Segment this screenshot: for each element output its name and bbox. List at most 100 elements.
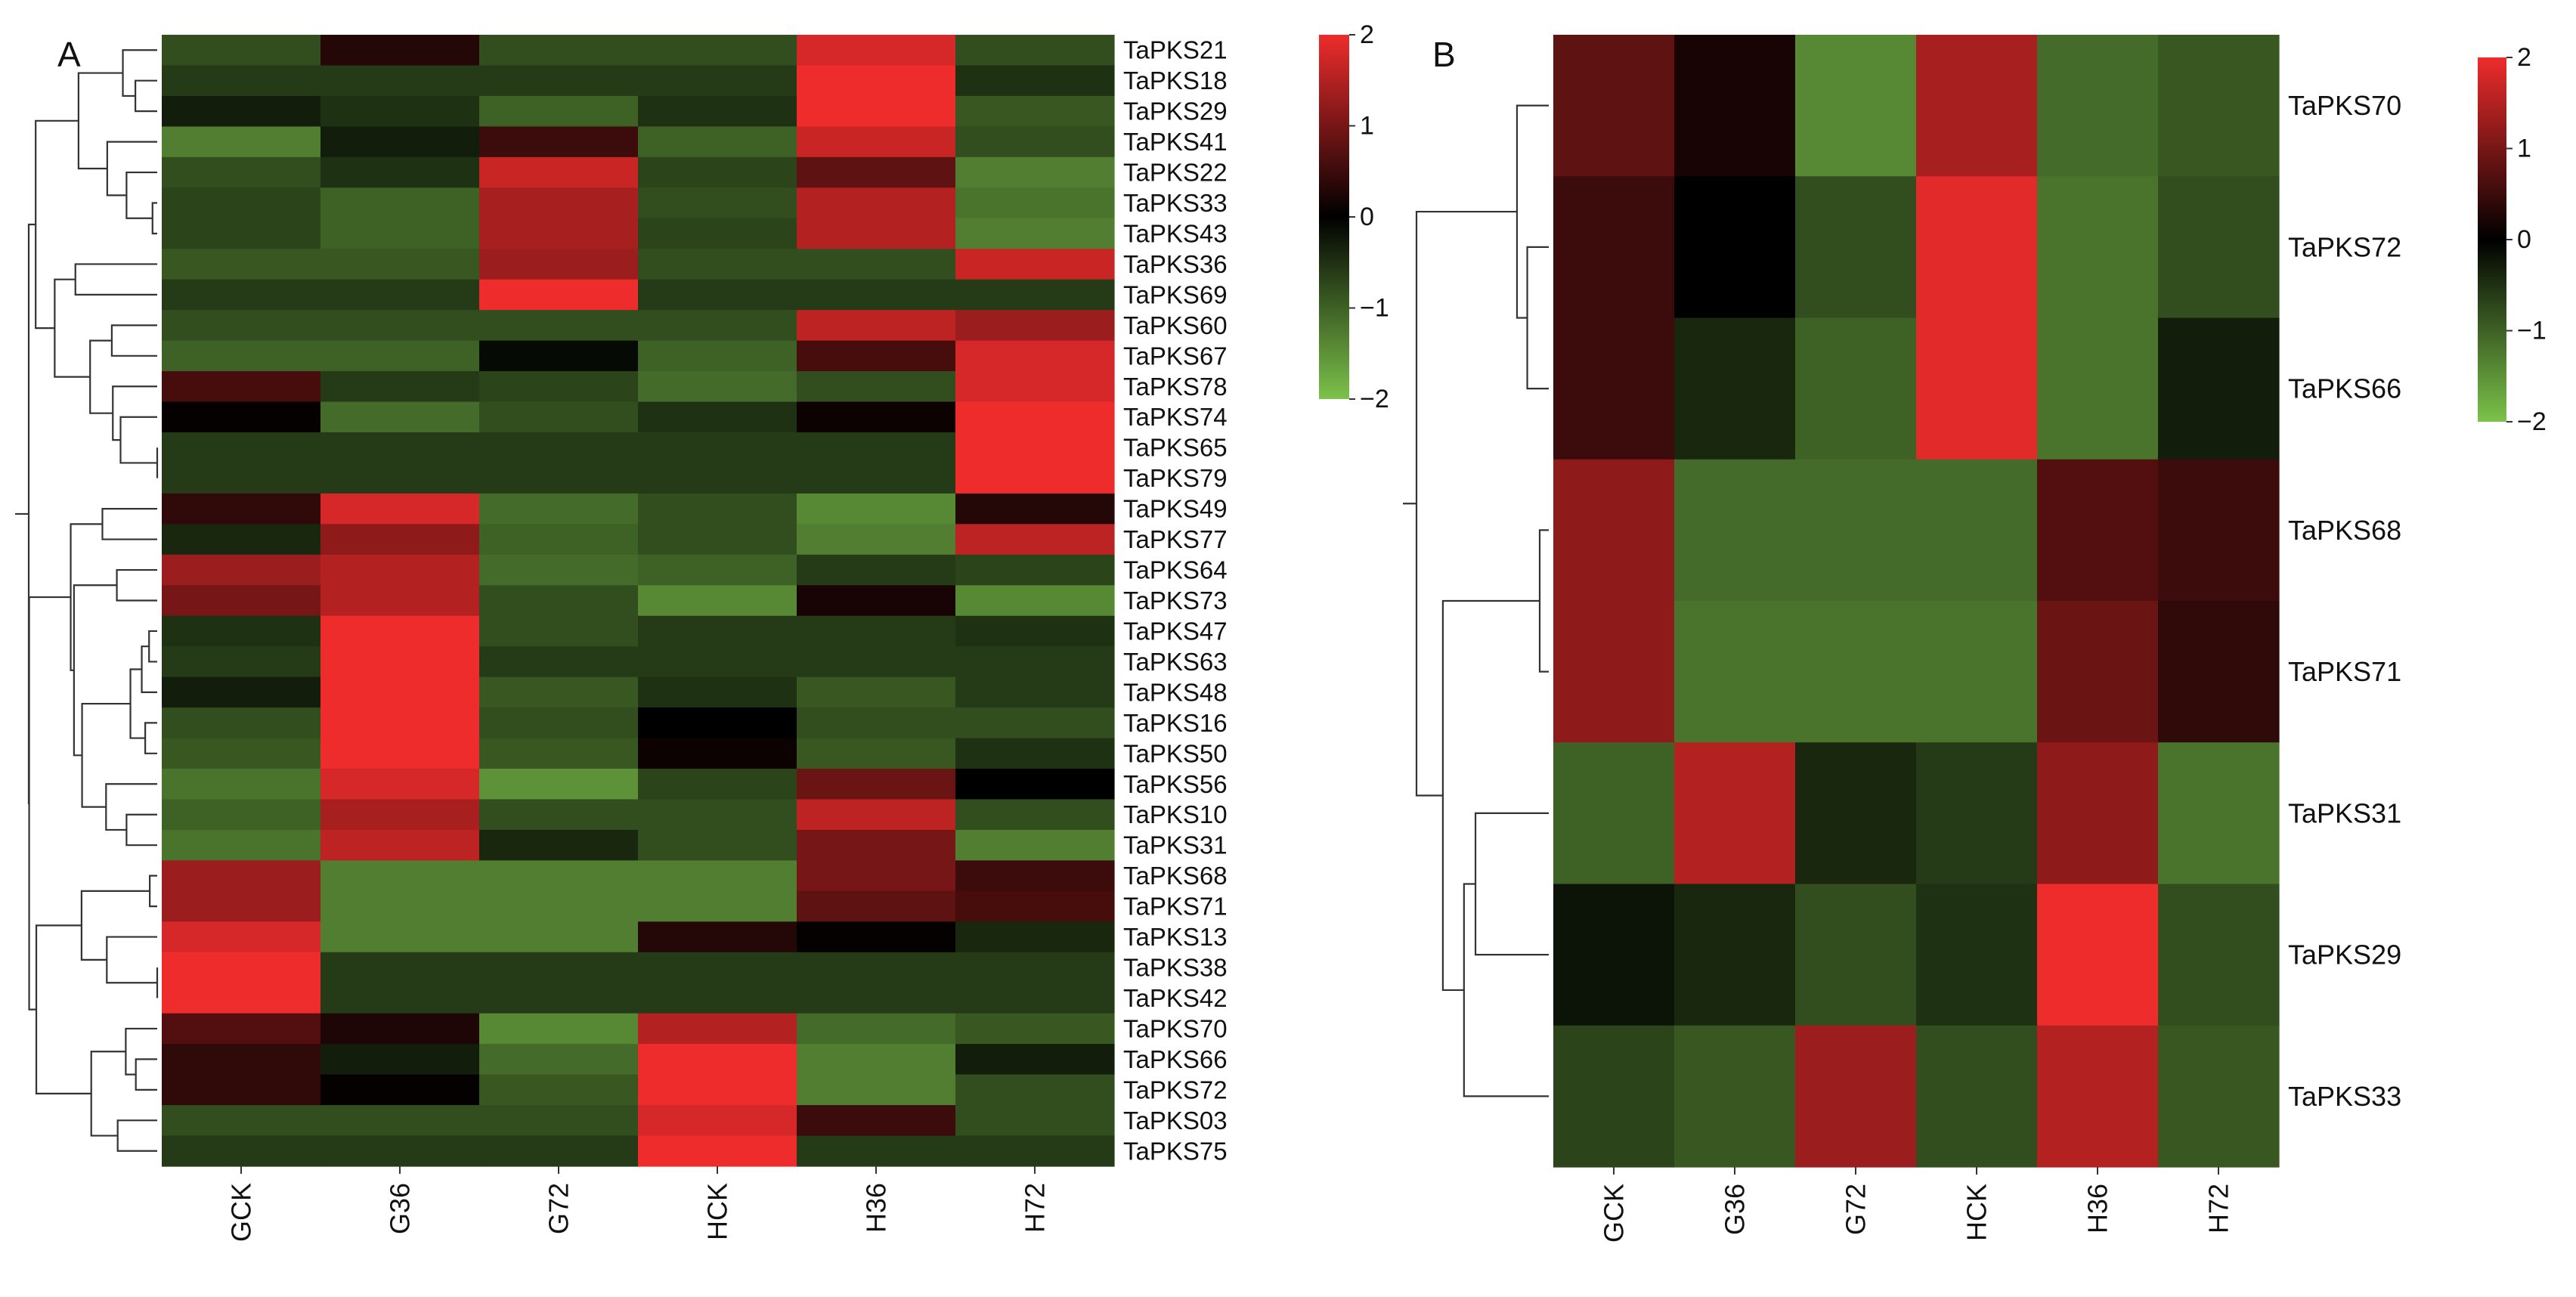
heatmap-cell	[955, 35, 1115, 67]
colorbar-tick-label: 0	[1360, 203, 1374, 231]
column-label: HCK	[702, 1183, 733, 1240]
heatmap-cell	[955, 769, 1115, 800]
heatmap-cell	[955, 799, 1115, 831]
heatmap-cell	[320, 769, 480, 800]
heatmap-cell	[955, 401, 1115, 433]
heatmap-cell	[162, 310, 321, 342]
heatmap-cell	[162, 1135, 321, 1167]
row-label: TaPKS74	[1123, 403, 1228, 431]
heatmap-cell	[955, 890, 1115, 922]
row-label: TaPKS72	[2288, 231, 2401, 262]
heatmap-cell	[162, 860, 321, 892]
heatmap-cell	[955, 371, 1115, 403]
heatmap-cell	[479, 371, 639, 403]
heatmap-cell	[955, 463, 1115, 494]
heatmap-cell	[1674, 35, 1796, 177]
heatmap-cell	[955, 218, 1115, 249]
heatmap-cell	[162, 1105, 321, 1137]
heatmap-cell	[797, 310, 956, 342]
heatmap-cell	[479, 126, 639, 158]
row-label: TaPKS75	[1123, 1137, 1228, 1165]
heatmap-cell	[1553, 35, 1675, 177]
heatmap-cell	[797, 463, 956, 494]
dendrogram-branch	[106, 141, 157, 197]
heatmap-cell	[1795, 176, 1917, 319]
row-label: TaPKS29	[1123, 98, 1228, 125]
heatmap-cell	[955, 1074, 1115, 1106]
row-label: TaPKS16	[1123, 709, 1228, 737]
heatmap-cell	[955, 1013, 1115, 1045]
heatmap-cell	[479, 340, 639, 372]
heatmap-cell	[955, 249, 1115, 280]
heatmap-cell	[320, 585, 480, 617]
heatmap-cell	[638, 738, 797, 769]
heatmap-cell	[638, 921, 797, 953]
dendrogram-branch	[90, 1051, 126, 1137]
heatmap-cell	[320, 340, 480, 372]
heatmap-cell	[797, 432, 956, 464]
heatmap-cell	[320, 65, 480, 97]
dendrogram-branch	[116, 568, 157, 602]
heatmap-cell	[797, 585, 956, 617]
heatmap-cell	[320, 829, 480, 862]
dendrogram-branch	[80, 890, 150, 961]
heatmap-cell	[638, 1074, 797, 1106]
heatmap-cell	[797, 952, 956, 983]
heatmap-cell	[1674, 1025, 1796, 1168]
dendrogram-branch	[1441, 599, 1540, 992]
row-label: TaPKS66	[1123, 1045, 1228, 1073]
dendrogram-branch	[70, 523, 103, 671]
heatmap-cell	[955, 279, 1115, 311]
row-label: TaPKS60	[1123, 311, 1228, 339]
heatmap-cell	[797, 829, 956, 862]
heatmap-cell	[479, 1135, 639, 1167]
heatmap-cell	[320, 799, 480, 831]
heatmap-cell	[2037, 176, 2159, 319]
heatmap-cell	[2158, 317, 2280, 460]
heatmap-cell	[955, 554, 1115, 586]
heatmap-cell	[1795, 459, 1917, 602]
heatmap-cell	[320, 554, 480, 586]
heatmap-cell	[2158, 742, 2280, 885]
heatmap-cell	[638, 524, 797, 556]
heatmap-cell	[162, 829, 321, 862]
row-label: TaPKS70	[2288, 90, 2401, 121]
dendrogram-branch	[106, 936, 157, 984]
heatmap-cell	[1916, 176, 2038, 319]
heatmap-cell	[162, 35, 321, 67]
heatmap-cell	[797, 401, 956, 433]
heatmap-cell	[797, 646, 956, 678]
dendrogram-branch	[148, 630, 157, 663]
heatmap-cell	[2158, 1025, 2280, 1168]
row-label: TaPKS71	[2288, 656, 2401, 687]
row-label: TaPKS33	[2288, 1081, 2401, 1112]
heatmap-cell	[797, 738, 956, 769]
heatmap-cell	[2158, 601, 2280, 743]
heatmap-cell	[797, 249, 956, 280]
dendrogram-branch	[35, 924, 91, 1095]
heatmap-cell	[955, 432, 1115, 464]
row-label: TaPKS78	[1123, 373, 1228, 401]
heatmap-cell	[955, 340, 1115, 372]
heatmap-cell	[479, 829, 639, 862]
heatmap-cell	[955, 1044, 1115, 1076]
colorbar-tick-label: 0	[2517, 225, 2531, 254]
heatmap-cell	[955, 615, 1115, 647]
heatmap-cell	[638, 890, 797, 922]
row-label: TaPKS63	[1123, 648, 1228, 676]
heatmap-cell	[162, 156, 321, 188]
heatmap-cell	[955, 983, 1115, 1014]
column-label: G36	[1720, 1184, 1751, 1235]
heatmap-cell	[1674, 459, 1796, 602]
heatmap-cell	[638, 310, 797, 342]
heatmap-cell	[320, 1105, 480, 1137]
heatmap-cell	[797, 983, 956, 1014]
heatmap-cell	[320, 1135, 480, 1167]
column-label: GCK	[226, 1183, 257, 1242]
heatmap-cell	[955, 65, 1115, 97]
heatmap-cell	[638, 615, 797, 647]
heatmap-cell	[797, 126, 956, 158]
row-label: TaPKS68	[2288, 515, 2401, 546]
dendrogram-branch	[1538, 529, 1549, 673]
heatmap-cell	[638, 1044, 797, 1076]
